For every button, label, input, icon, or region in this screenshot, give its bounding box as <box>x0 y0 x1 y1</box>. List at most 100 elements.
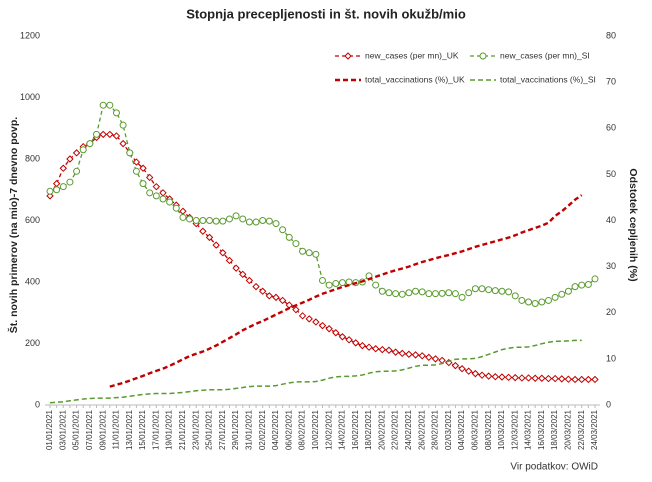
point <box>538 298 546 306</box>
point <box>212 241 220 249</box>
point <box>485 286 493 294</box>
point <box>152 182 161 191</box>
x-tick-label: 09/01/2021 <box>98 409 107 450</box>
point <box>112 132 121 140</box>
point <box>132 158 141 166</box>
point <box>205 233 214 242</box>
point <box>498 373 506 381</box>
y-tick-label: 1000 <box>20 92 40 102</box>
x-tick-label: 24/02/2021 <box>404 409 413 450</box>
point <box>544 374 553 383</box>
point <box>392 290 400 298</box>
point <box>564 287 572 295</box>
point <box>126 149 134 157</box>
y-tick-label: 1200 <box>20 30 40 40</box>
x-tick-label: 04/02/2021 <box>271 409 280 450</box>
point <box>106 130 114 139</box>
point <box>378 287 386 295</box>
point <box>425 290 433 298</box>
point <box>152 192 160 200</box>
point <box>544 296 552 304</box>
y-tick-label: 200 <box>25 338 40 348</box>
point <box>239 215 247 223</box>
point <box>145 173 154 182</box>
point <box>73 167 81 175</box>
y-axis-title: Št. novih primerov (na mio)-7 dnevno pov… <box>7 117 20 334</box>
point <box>298 312 307 320</box>
point <box>538 374 546 382</box>
point <box>292 240 300 248</box>
point <box>511 373 519 382</box>
point <box>478 285 486 293</box>
y2-tick-label: 80 <box>606 30 616 40</box>
point <box>338 279 346 287</box>
point <box>239 270 247 279</box>
point <box>139 180 147 188</box>
x-tick-label: 26/02/2021 <box>417 409 426 450</box>
point <box>431 355 440 363</box>
point <box>119 139 127 148</box>
x-tick-label: 25/01/2021 <box>205 409 214 450</box>
point <box>119 121 127 129</box>
x-tick-label: 20/02/2021 <box>377 409 386 450</box>
point <box>577 375 586 384</box>
x-tick-label: 12/03/2021 <box>510 409 519 450</box>
point <box>451 290 459 298</box>
point <box>319 276 326 284</box>
point <box>398 349 406 358</box>
x-tick-label: 28/02/2021 <box>431 409 440 450</box>
y-tick-label: 600 <box>25 215 40 225</box>
x-tick-label: 05/01/2021 <box>72 409 81 450</box>
point <box>445 289 453 297</box>
point <box>112 109 120 117</box>
y2-tick-label: 10 <box>606 353 616 363</box>
series-line <box>49 339 582 404</box>
point <box>405 289 413 297</box>
point <box>551 293 559 301</box>
point <box>53 186 61 194</box>
y2-tick-label: 40 <box>606 215 616 225</box>
point <box>372 281 380 289</box>
x-tick-label: 02/03/2021 <box>444 409 453 450</box>
point <box>312 250 320 258</box>
point <box>252 282 260 291</box>
point <box>59 183 67 191</box>
x-tick-label: 24/03/2021 <box>590 409 599 450</box>
point <box>132 167 140 175</box>
point <box>166 198 174 206</box>
x-tick-label: 08/03/2021 <box>484 409 493 450</box>
point <box>106 101 114 109</box>
point <box>199 227 207 235</box>
point <box>219 217 227 225</box>
point <box>265 217 273 225</box>
x-tick-label: 29/01/2021 <box>231 409 240 450</box>
point <box>584 375 593 384</box>
point <box>93 130 101 138</box>
point <box>206 217 214 224</box>
x-tick-label: 06/03/2021 <box>470 409 479 450</box>
y-tick-label: 400 <box>25 276 40 286</box>
point <box>245 218 253 226</box>
y2-tick-label: 30 <box>606 261 616 271</box>
point <box>258 287 267 295</box>
point <box>332 280 340 288</box>
x-tick-label: 21/01/2021 <box>178 409 187 450</box>
legend-marker <box>344 52 352 60</box>
x-tick-label: 18/03/2021 <box>550 409 559 450</box>
point <box>272 220 280 228</box>
point <box>99 101 107 109</box>
point <box>471 369 480 378</box>
point <box>571 375 579 384</box>
point <box>146 189 154 197</box>
point <box>531 300 539 308</box>
y2-tick-label: 60 <box>606 123 616 133</box>
point <box>305 249 313 257</box>
point <box>199 217 207 224</box>
x-tick-label: 08/02/2021 <box>298 409 307 450</box>
x-tick-label: 19/01/2021 <box>165 409 174 450</box>
point <box>518 296 526 304</box>
point <box>491 373 500 381</box>
x-tick-label: 16/02/2021 <box>351 409 360 450</box>
point <box>345 336 353 344</box>
